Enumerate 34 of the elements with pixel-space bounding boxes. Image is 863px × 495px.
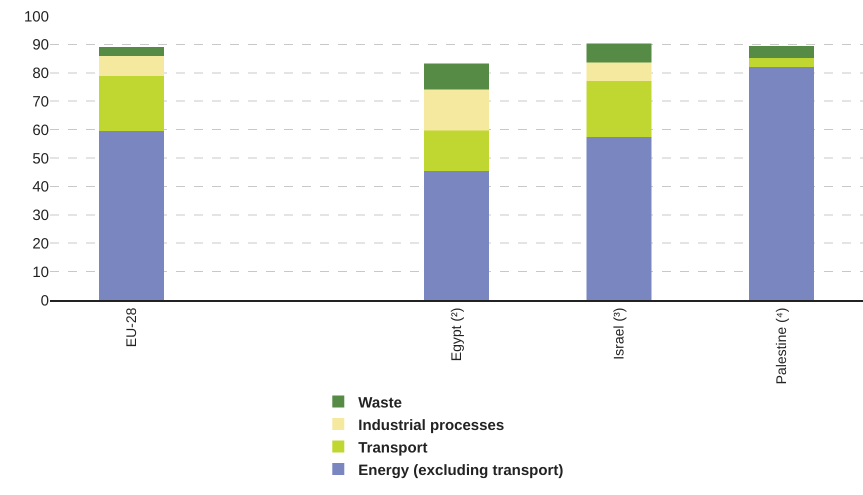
bar xyxy=(98,56,164,76)
y-tick-label: 10 xyxy=(32,264,49,281)
legend-label: Waste xyxy=(358,394,402,412)
bar xyxy=(586,43,652,62)
x-tick-label: Egypt (²) xyxy=(448,308,464,362)
legend-label: Industrial processes xyxy=(358,416,504,434)
y-tick-label: 50 xyxy=(32,150,49,168)
y-tick-label: 100 xyxy=(24,8,49,26)
bar xyxy=(749,46,814,58)
y-tick-label: 0 xyxy=(40,292,49,310)
bar xyxy=(586,62,652,82)
x-tick-label: Palestine (⁴) xyxy=(773,308,790,384)
bar xyxy=(98,76,164,132)
bar xyxy=(749,58,814,68)
bar xyxy=(98,46,164,56)
y-tick-label: 80 xyxy=(32,65,49,82)
y-tick-label: 60 xyxy=(32,122,49,139)
legend-label: Energy (excluding transport) xyxy=(358,462,564,479)
bar xyxy=(424,89,490,131)
y-tick-label: 40 xyxy=(32,178,49,196)
bar xyxy=(424,63,490,90)
bar xyxy=(586,136,652,300)
bar xyxy=(586,81,652,137)
legend-label: Transport xyxy=(358,439,428,456)
x-tick-label: Israel (³) xyxy=(610,308,627,360)
y-tick-label: 70 xyxy=(32,93,49,110)
y-tick-label: 20 xyxy=(32,235,49,252)
bar xyxy=(98,131,164,300)
bar xyxy=(749,67,814,300)
bar xyxy=(424,130,490,172)
bar xyxy=(424,171,490,300)
y-tick-label: 30 xyxy=(32,207,49,224)
y-tick-label: 90 xyxy=(32,36,49,54)
x-tick-label: EU-28 xyxy=(122,307,139,348)
